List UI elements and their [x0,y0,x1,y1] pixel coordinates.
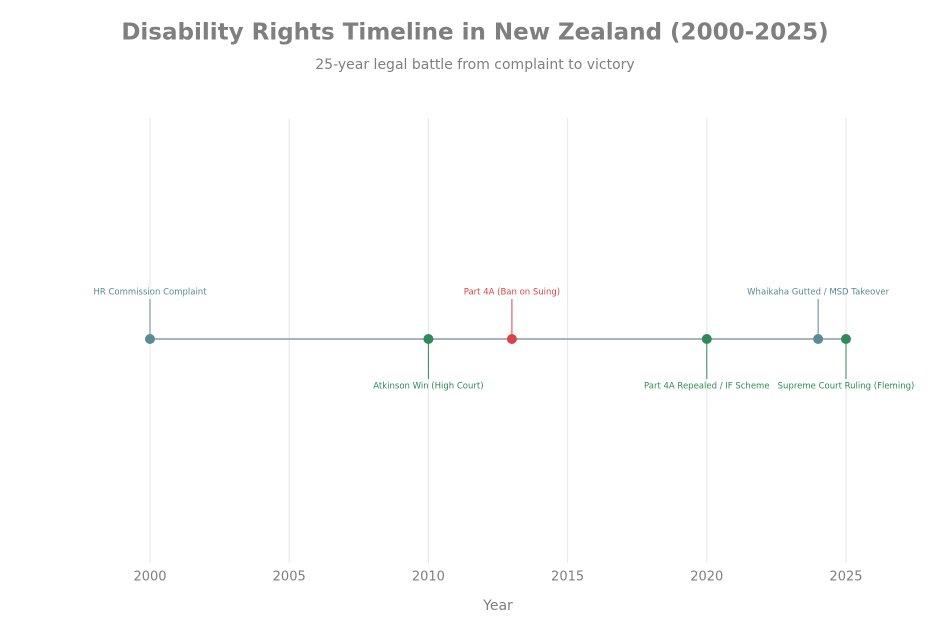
x-tick-label: 2010 [412,570,445,585]
event-label: Part 4A (Ban on Suing) [464,288,560,298]
event-marker [840,334,851,344]
x-axis-label: Year [482,598,513,614]
x-tick-label: 2025 [829,570,862,585]
chart-subtitle: 25-year legal battle from complaint to v… [315,57,634,73]
x-tick-label: 2015 [551,570,584,585]
x-tick-label: 2005 [273,570,306,585]
event-label: HR Commission Complaint [94,288,208,298]
x-tick-label: 2000 [133,570,166,585]
event-label: Atkinson Win (High Court) [373,382,483,392]
event-marker [145,334,156,344]
event-label: Supreme Court Ruling (Fleming) [778,382,915,392]
event-marker [423,334,434,344]
event-marker [506,334,517,344]
event-marker [813,334,824,344]
event-label: Whaikaha Gutted / MSD Takeover [747,288,889,298]
chart-title: Disability Rights Timeline in New Zealan… [121,20,828,46]
event-marker [701,334,712,344]
event-label: Part 4A Repealed / IF Scheme [644,382,770,392]
x-tick-label: 2020 [690,570,723,585]
